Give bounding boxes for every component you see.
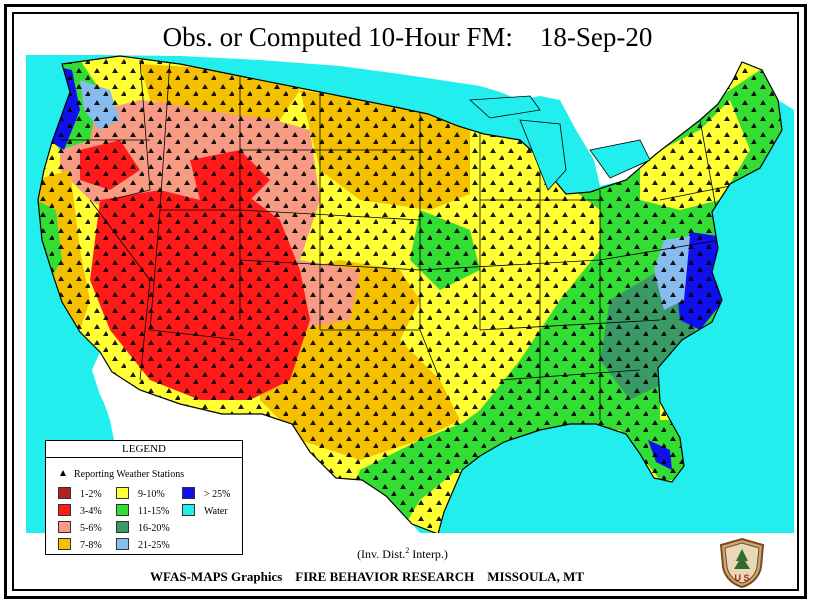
legend-item: 11-15%	[116, 504, 170, 517]
footer-credit: WFAS-MAPS Graphics FIRE BEHAVIOR RESEARC…	[150, 569, 584, 585]
lake-erie	[589, 139, 651, 179]
legend-swatch	[116, 521, 129, 533]
legend-label: 5-6%	[80, 523, 102, 534]
title-label: Obs. or Computed 10-Hour FM:	[162, 22, 513, 52]
legend-item: 3-4%	[58, 504, 102, 517]
legend-item: Water	[182, 504, 228, 517]
legend-heading: LEGEND	[46, 441, 242, 458]
station-triangle-icon	[60, 470, 66, 476]
legend-item: 1-2%	[58, 487, 102, 500]
lake-superior	[469, 95, 541, 119]
inner-frame	[12, 12, 799, 591]
map-title: Obs. or Computed 10-Hour FM: 18-Sep-20	[0, 22, 815, 53]
shield-text: U S	[734, 573, 749, 583]
legend-label: 3-4%	[80, 506, 102, 517]
legend: LEGEND Reporting Weather Stations 1-2% 3-…	[45, 440, 243, 555]
interp-text-after: Interp.)	[409, 547, 448, 561]
legend-swatch	[58, 521, 71, 533]
legend-swatch	[116, 504, 129, 516]
legend-swatch	[116, 538, 129, 550]
legend-item: 16-20%	[116, 521, 170, 534]
interpolation-note: (Inv. Dist.2 Interp.)	[0, 546, 810, 562]
legend-item: 5-6%	[58, 521, 102, 534]
legend-label: 9-10%	[138, 489, 165, 500]
legend-swatch	[58, 504, 71, 516]
legend-label: 7-8%	[80, 540, 102, 551]
legend-item: 7-8%	[58, 538, 102, 551]
legend-swatch	[182, 504, 195, 516]
legend-label: 1-2%	[80, 489, 102, 500]
legend-label: 11-15%	[138, 506, 170, 517]
legend-stations-label: Reporting Weather Stations	[74, 469, 185, 480]
interp-text-before: (Inv. Dist.	[357, 547, 406, 561]
title-date: 18-Sep-20	[539, 22, 653, 52]
legend-swatch	[182, 487, 195, 499]
legend-item: 9-10%	[116, 487, 165, 500]
baja-region	[92, 352, 150, 460]
interp-superscript: 2	[405, 546, 410, 555]
legend-item: > 25%	[182, 487, 231, 500]
legend-label: Water	[204, 506, 228, 517]
legend-label: 16-20%	[138, 523, 170, 534]
lake-michigan	[519, 119, 567, 191]
legend-swatch	[58, 538, 71, 550]
legend-swatch	[116, 487, 129, 499]
legend-swatch	[58, 487, 71, 499]
legend-stations: Reporting Weather Stations	[60, 469, 184, 480]
legend-label: > 25%	[204, 489, 231, 500]
state-borders	[60, 59, 761, 420]
legend-label: 21-25%	[138, 540, 170, 551]
legend-item: 21-25%	[116, 538, 170, 551]
footer-middle: FIRE BEHAVIOR RESEARCH	[295, 569, 475, 584]
outer-frame	[4, 4, 807, 599]
footer-left: WFAS-MAPS Graphics	[150, 569, 283, 584]
footer-right: MISSOULA, MT	[487, 569, 585, 584]
forest-service-shield-icon: U S	[719, 537, 765, 589]
